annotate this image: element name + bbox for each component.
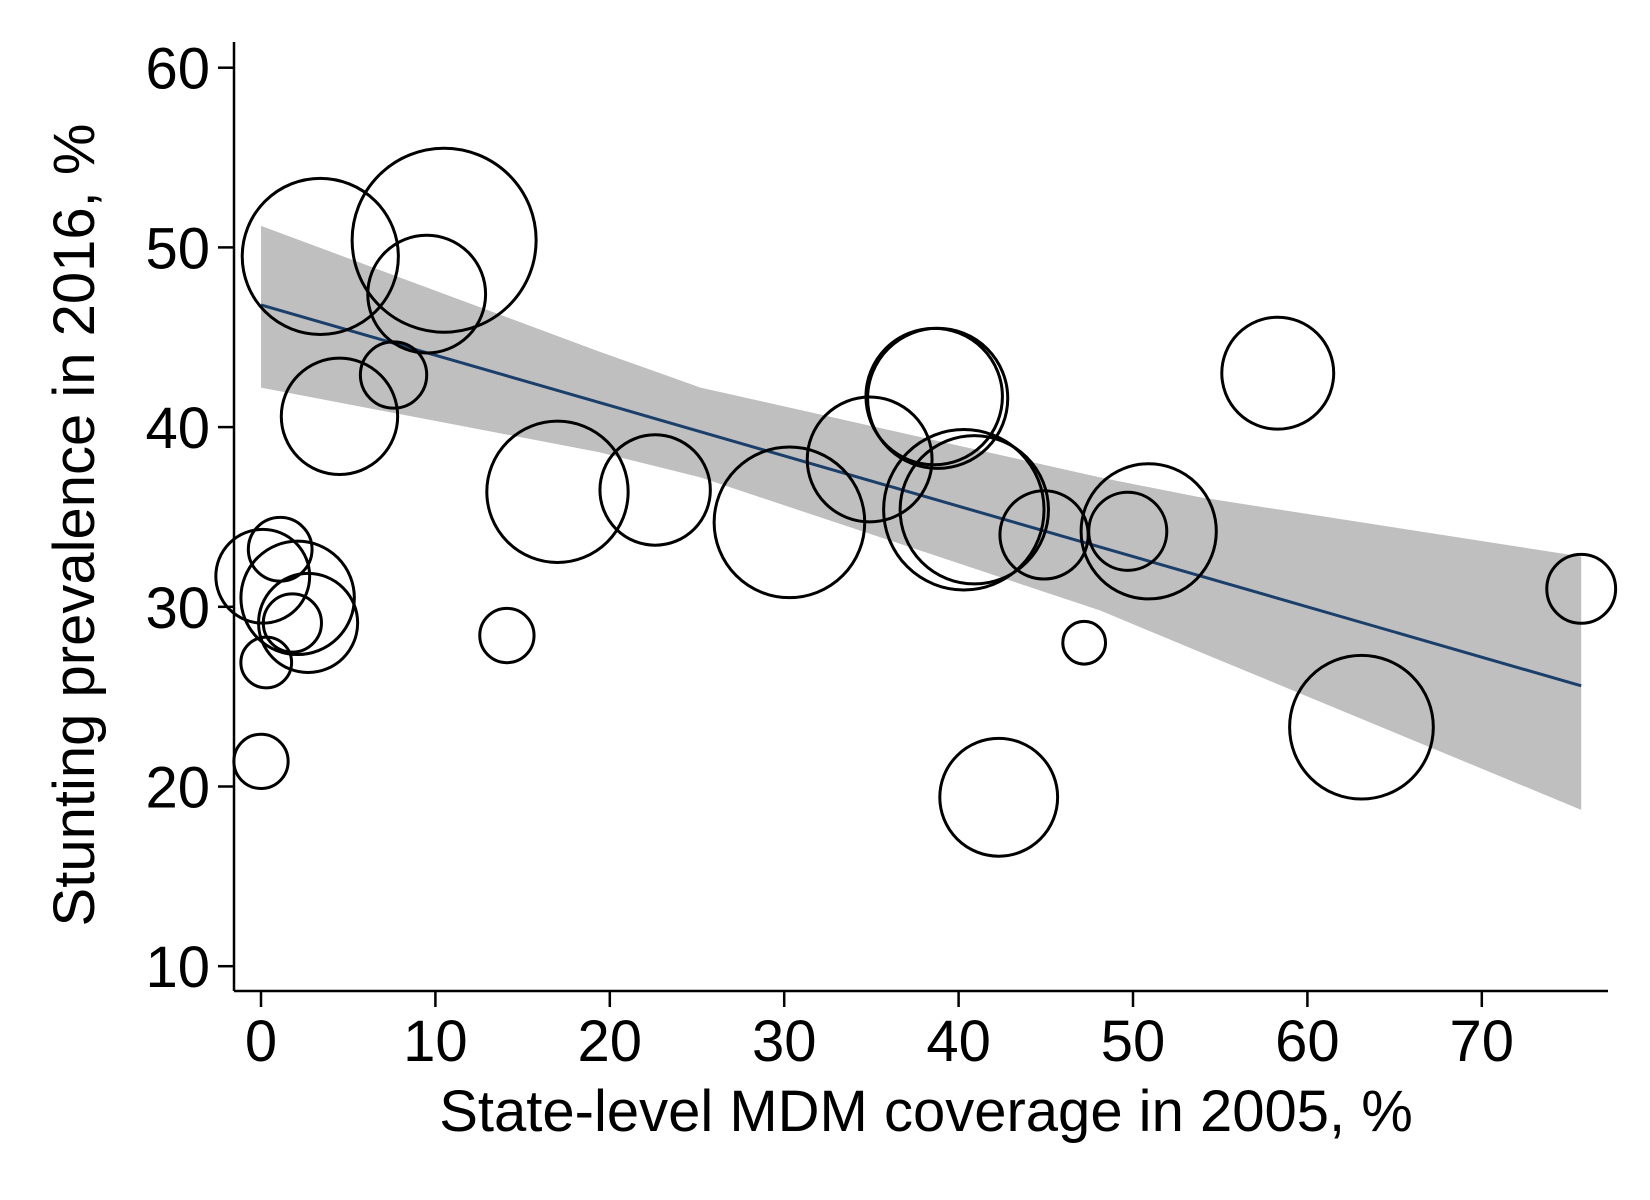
y-axis-title: Stunting prevalence in 2016, %: [42, 124, 107, 927]
bubble-point-9: [261, 592, 323, 654]
bubble-point-18: [866, 326, 1010, 470]
bubble-point-11: [232, 732, 290, 790]
y-ticks: 10 20 30 40 50 60: [145, 37, 234, 1000]
bubble-point-12: [478, 606, 536, 665]
x-tick-label: 40: [926, 1009, 991, 1074]
y-tick-label: 50: [145, 216, 210, 281]
x-tick-label: 50: [1101, 1009, 1166, 1074]
bubble-point-19: [882, 428, 1046, 592]
bubble-point-24: [1087, 490, 1169, 572]
bubble-point-8: [257, 571, 360, 675]
bubble-point-3: [358, 340, 429, 410]
bubbles-layer: [214, 146, 1618, 858]
bubble-point-26: [1220, 315, 1336, 431]
y-tick-label: 10: [145, 935, 210, 1000]
bubble-point-28: [1545, 552, 1618, 625]
confidence-band: [261, 225, 1582, 810]
bubble-point-23: [1061, 619, 1108, 666]
bubble-point-0: [240, 176, 400, 336]
bubble-point-25: [1079, 462, 1218, 601]
y-tick-label: 30: [145, 576, 210, 641]
axes-layer: 0 10 20 30 40 50 60 70 10 20 30 40 50 60: [145, 37, 1608, 1074]
x-tick-label: 10: [403, 1009, 468, 1074]
x-ticks: 0 10 20 30 40 50 60 70: [245, 991, 1514, 1074]
x-tick-label: 20: [578, 1009, 643, 1074]
bubble-point-16: [805, 395, 934, 524]
y-tick-label: 60: [145, 37, 210, 102]
y-tick-label: 40: [145, 396, 210, 461]
confidence-band-layer: [261, 225, 1582, 810]
bubble-point-13: [485, 419, 630, 564]
bubble-point-21: [938, 736, 1060, 858]
x-axis-title: State-level MDM coverage in 2005, %: [439, 1079, 1413, 1144]
x-tick-label: 0: [245, 1009, 277, 1074]
bubble-point-7: [239, 539, 356, 657]
bubble-point-20: [898, 434, 1050, 586]
bubble-point-14: [598, 433, 712, 547]
y-tick-label: 20: [145, 756, 210, 821]
x-tick-label: 60: [1275, 1009, 1340, 1074]
bubble-point-1: [350, 146, 538, 334]
bubble-point-27: [1288, 653, 1435, 801]
bubble-point-2: [366, 233, 488, 355]
x-tick-label: 30: [752, 1009, 817, 1074]
x-tick-label: 70: [1450, 1009, 1515, 1074]
bubble-point-10: [239, 635, 294, 690]
bubble-point-4: [279, 356, 400, 477]
